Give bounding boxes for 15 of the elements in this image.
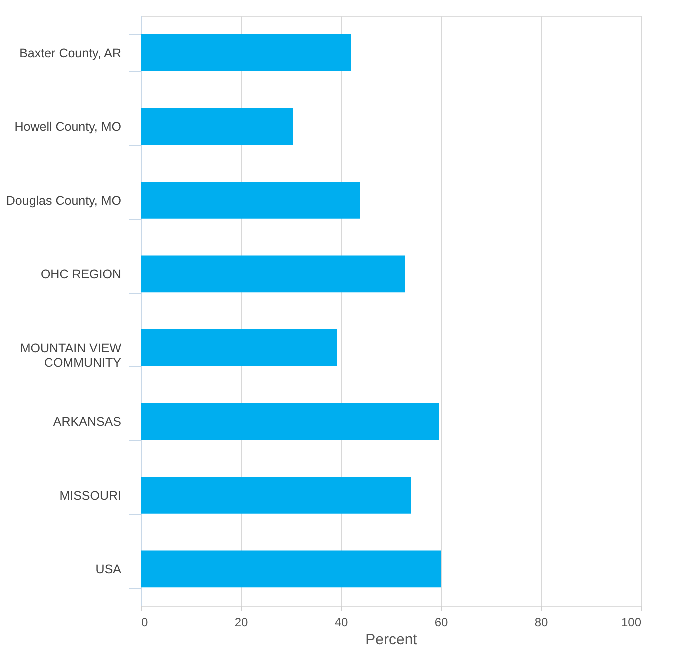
y-tick-label: MOUNTAIN VIEW COMMUNITY [20,341,122,370]
x-tick-label: 100 [621,616,642,630]
x-axis-title: Percent [366,632,418,648]
x-tick-label: 80 [534,616,548,630]
y-tick-label: MISSOURI [60,488,122,503]
y-tick-label: Howell County, MO [14,120,122,134]
x-tick-label: 20 [234,616,248,630]
y-tick-label: OHC REGION [40,268,122,282]
y-tick-label: Douglas County, MO [6,194,122,208]
y-tick-label: ARKANSAS [53,415,122,430]
y-tick-label: Baxter County, AR [20,46,122,60]
x-tick-label: 0 [142,616,148,630]
x-tick-label: 40 [334,616,348,630]
x-tick-label: 60 [434,616,448,630]
y-tick-label: USA [96,562,122,577]
